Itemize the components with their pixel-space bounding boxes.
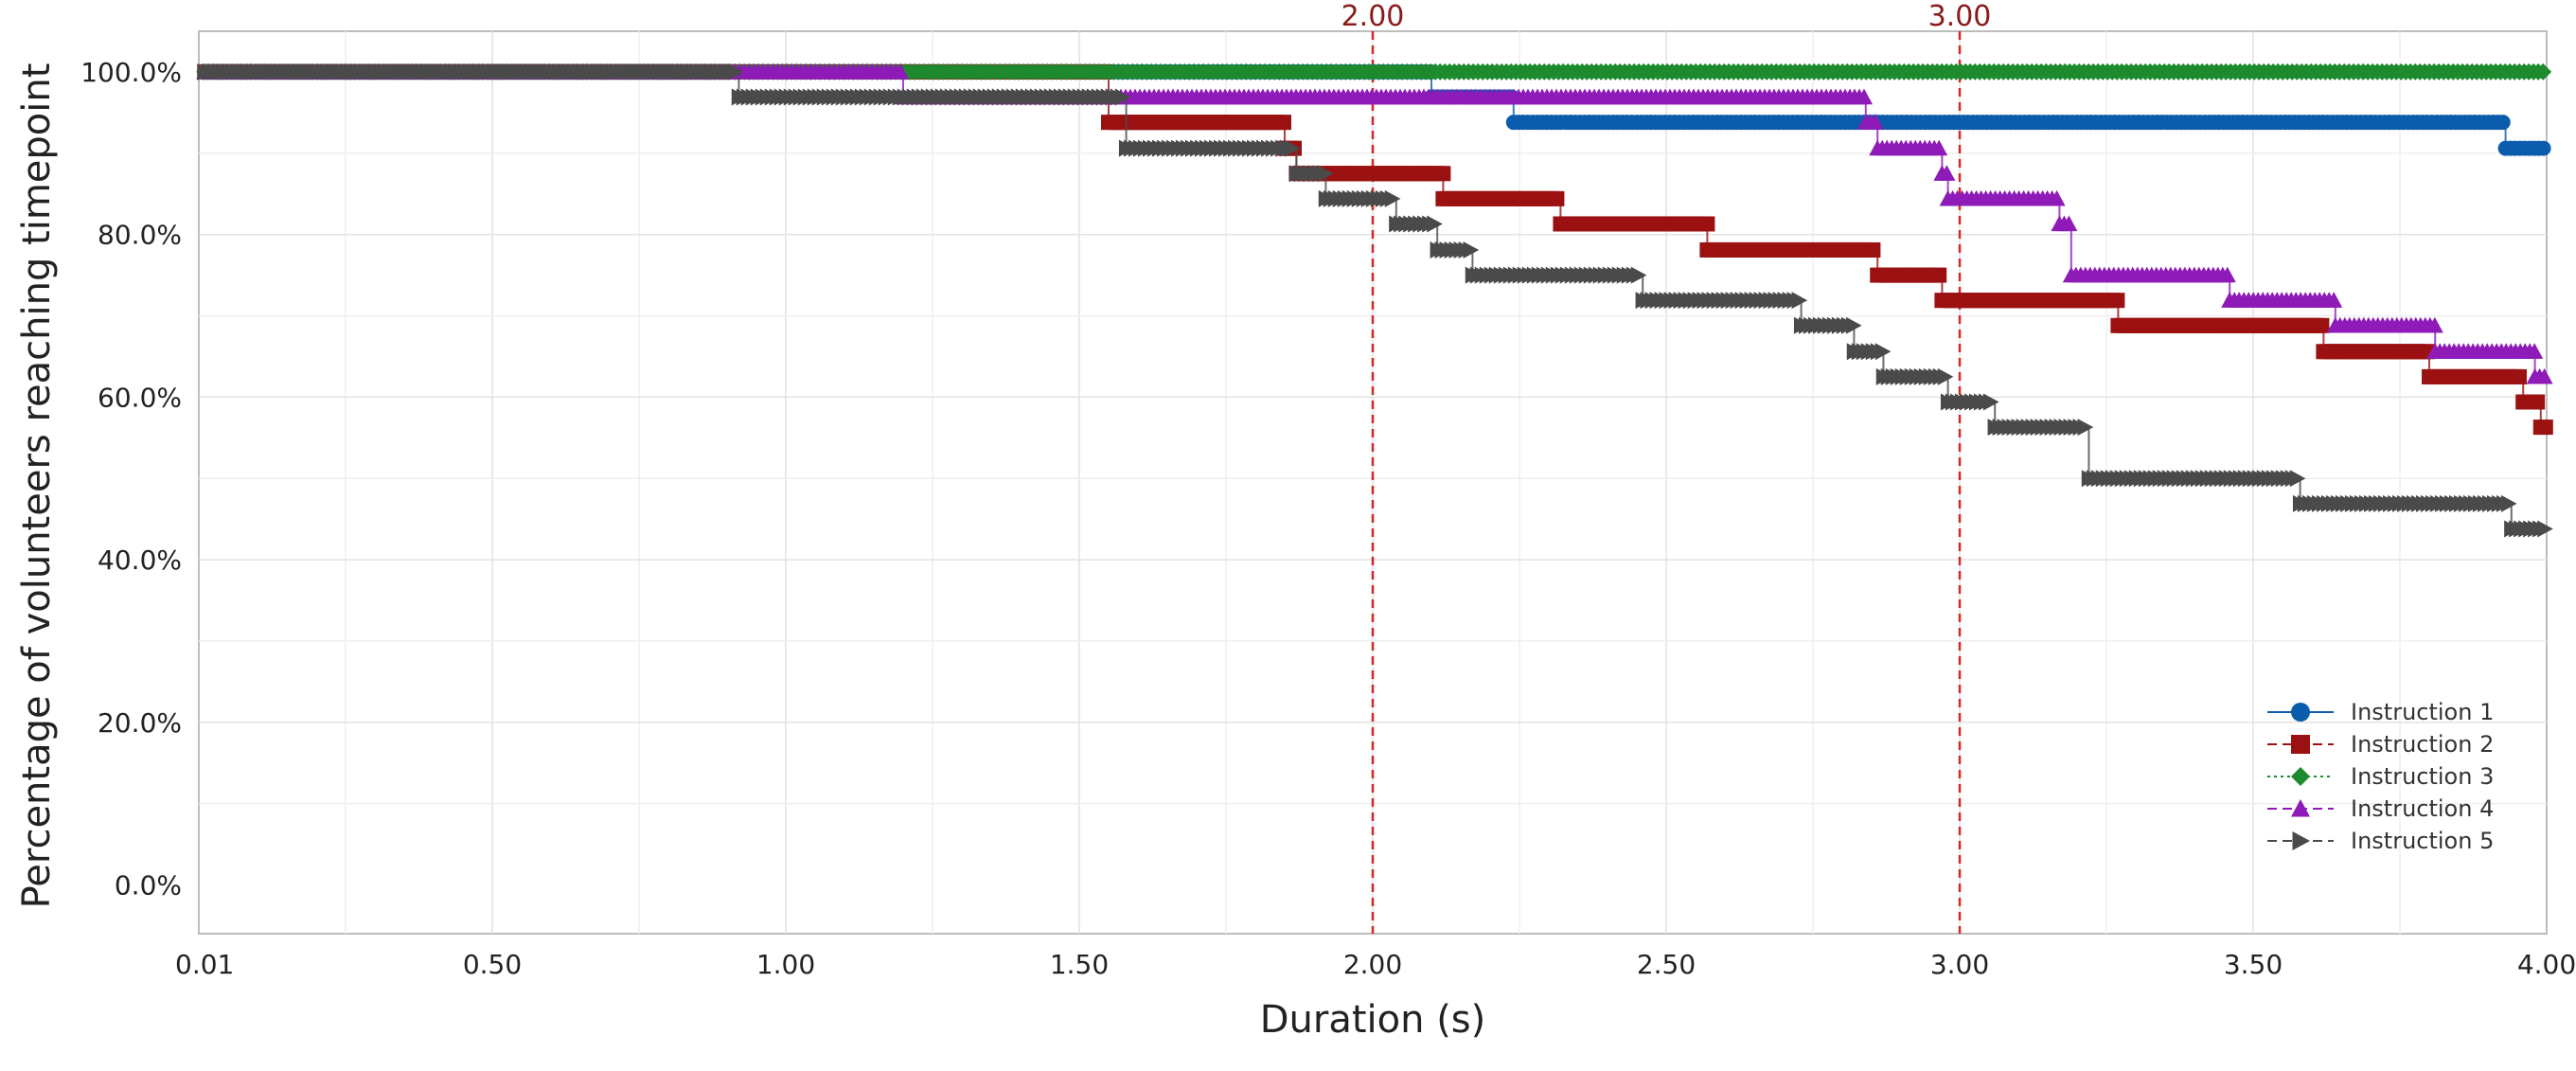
- series-point: [2534, 62, 2552, 80]
- legend-item-1: Instruction 1: [2267, 699, 2494, 725]
- series-point: [2500, 494, 2517, 512]
- x-tick-labels: 0.01 0.50 1.00 1.50 2.00 2.50 3.00 3.50 4.00: [175, 949, 2576, 980]
- series-point: [2537, 419, 2553, 436]
- series-point: [2325, 292, 2343, 308]
- series-point: [2048, 189, 2066, 206]
- y-tick-label: 100.0%: [80, 57, 182, 88]
- x-tick-label: 3.00: [1930, 949, 1989, 980]
- series-point: [1427, 215, 1443, 233]
- x-tick-label: 0.01: [175, 949, 234, 980]
- x-tick-label: 3.50: [2224, 949, 2283, 980]
- series-point: [1114, 88, 1131, 106]
- legend-label: Instruction 2: [2351, 731, 2494, 758]
- reference-line-label: 3.00: [1928, 0, 1992, 33]
- series-point: [1856, 88, 1873, 105]
- reference-lines: 2.00 3.00: [1341, 0, 1992, 934]
- legend-label: Instruction 1: [2351, 699, 2494, 725]
- series-point: [1874, 343, 1892, 361]
- y-tick-labels: 0.0% 20.0% 40.0% 60.0% 80.0% 100.0%: [80, 57, 182, 901]
- series-point: [1284, 139, 1301, 157]
- series-point: [2530, 394, 2546, 410]
- series-point: [2109, 293, 2125, 309]
- legend-label: Instruction 5: [2351, 828, 2494, 854]
- series-point: [2495, 115, 2511, 131]
- series-point: [1435, 166, 1451, 182]
- series-point: [1630, 266, 1647, 284]
- series-point: [1845, 316, 1862, 334]
- series-point: [892, 62, 910, 80]
- x-tick-label: 0.50: [463, 949, 522, 980]
- series-point: [2077, 419, 2094, 437]
- legend-marker: [2291, 767, 2310, 786]
- series-point: [2314, 317, 2330, 333]
- series-point: [2535, 140, 2551, 156]
- x-tick-label: 2.00: [1343, 949, 1402, 980]
- series-point: [2060, 215, 2078, 232]
- legend-item-5: Instruction 5: [2267, 828, 2494, 854]
- series-5: [197, 62, 2553, 538]
- legend-item-3: Instruction 3: [2267, 763, 2494, 790]
- series-point: [2425, 316, 2443, 333]
- series-point: [1930, 139, 1948, 156]
- series-point: [1317, 165, 1334, 183]
- legend-marker: [2291, 735, 2310, 754]
- x-tick-label: 4.00: [2517, 949, 2576, 980]
- series-point: [1937, 367, 1954, 385]
- series-point: [1982, 393, 1999, 411]
- series-point: [2218, 266, 2236, 283]
- y-tick-label: 80.0%: [98, 220, 182, 251]
- series-point: [1931, 267, 1947, 283]
- series-group: [196, 62, 2553, 538]
- y-axis-label: Percentage of volunteers reaching timepo…: [15, 63, 59, 909]
- legend-item-4: Instruction 4: [2267, 795, 2494, 822]
- y-tick-label: 60.0%: [98, 382, 182, 413]
- legend: Instruction 1 Instruction 2 Instruction 3 I…: [2267, 699, 2494, 854]
- series-point: [2526, 343, 2544, 359]
- series-point: [2535, 367, 2553, 384]
- series-point: [1384, 189, 1401, 207]
- legend-marker: [2292, 831, 2310, 850]
- y-tick-label: 40.0%: [98, 544, 182, 576]
- series-point: [2537, 520, 2553, 538]
- series-point: [1865, 241, 1881, 258]
- legend-label: Instruction 4: [2351, 795, 2494, 822]
- legend-label: Instruction 3: [2351, 763, 2494, 790]
- series-point: [1866, 114, 1884, 130]
- y-tick-label: 0.0%: [115, 869, 182, 901]
- series-point: [1463, 241, 1480, 259]
- x-tick-label: 1.50: [1050, 949, 1109, 980]
- series-point: [2512, 368, 2527, 384]
- x-axis-label: Duration (s): [1260, 998, 1486, 1042]
- legend-marker: [2291, 799, 2310, 817]
- series-point: [1549, 190, 1565, 206]
- legend-item-2: Instruction 2: [2267, 731, 2494, 758]
- series-point: [2289, 470, 2306, 488]
- series-point: [1276, 115, 1291, 131]
- series-point: [1938, 165, 1956, 181]
- x-tick-label: 1.00: [756, 949, 815, 980]
- series-point: [1699, 216, 1715, 232]
- x-tick-label: 2.50: [1637, 949, 1696, 980]
- y-tick-label: 20.0%: [98, 707, 182, 739]
- series-point: [1791, 292, 1808, 310]
- legend-marker: [2291, 703, 2310, 722]
- reference-line-label: 2.00: [1341, 0, 1405, 33]
- series-point: [727, 62, 744, 80]
